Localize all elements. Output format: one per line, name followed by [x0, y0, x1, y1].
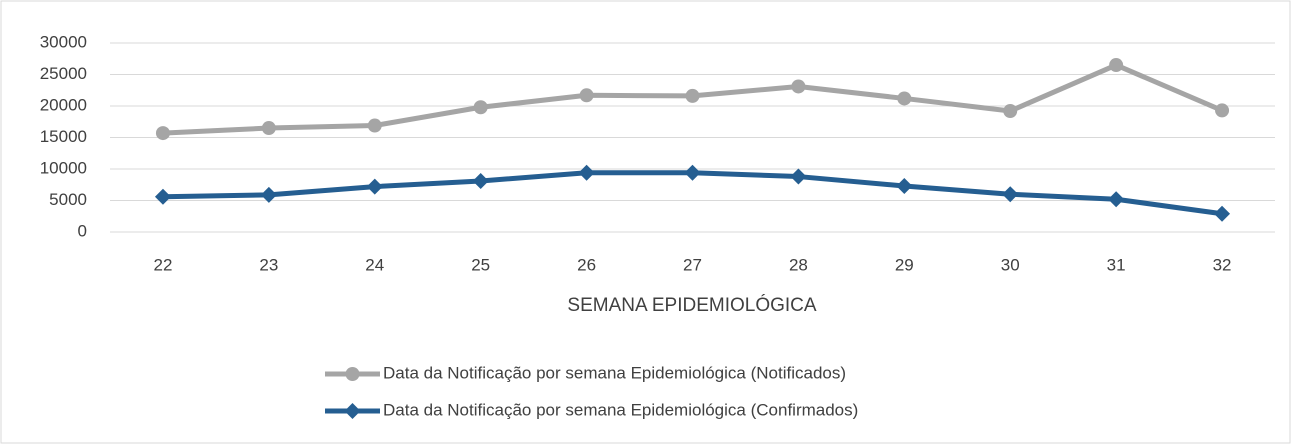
- y-tick-label: 5000: [49, 190, 87, 209]
- x-tick-label: 30: [1001, 255, 1020, 274]
- x-tick-label: 29: [895, 255, 914, 274]
- x-tick-label: 27: [683, 255, 702, 274]
- x-axis-title: SEMANA EPIDEMIOLÓGICA: [567, 294, 816, 316]
- legend-marker: [346, 367, 360, 381]
- x-tick-label: 26: [577, 255, 596, 274]
- data-point: [1215, 103, 1229, 117]
- x-tick-label: 23: [259, 255, 278, 274]
- data-point: [368, 119, 382, 133]
- data-point: [1003, 104, 1017, 118]
- legend-label: Data da Notificação por semana Epidemiol…: [383, 400, 858, 419]
- data-point: [474, 100, 488, 114]
- chart: SEMANA EPIDEMIOLÓGICA 0 5000 10000 15000 200…: [0, 0, 1292, 445]
- x-tick-label: 32: [1213, 255, 1232, 274]
- x-tick-label: 25: [471, 255, 490, 274]
- data-point: [897, 91, 911, 105]
- x-tick-label: 31: [1107, 255, 1126, 274]
- data-point: [791, 79, 805, 93]
- y-tick-label: 15000: [40, 127, 87, 146]
- data-point: [1109, 58, 1123, 72]
- data-point: [262, 121, 276, 135]
- x-tick-label: 28: [789, 255, 808, 274]
- x-tick-label: 24: [365, 255, 384, 274]
- y-tick-label: 30000: [40, 32, 87, 51]
- data-point: [156, 126, 170, 140]
- data-point: [686, 89, 700, 103]
- y-tick-label: 0: [78, 221, 87, 240]
- y-tick-label: 10000: [40, 158, 87, 177]
- y-tick-label: 20000: [40, 95, 87, 114]
- data-point: [580, 88, 594, 102]
- legend-label: Data da Notificação por semana Epidemiol…: [383, 363, 846, 382]
- y-tick-label: 25000: [40, 64, 87, 83]
- x-tick-label: 22: [153, 255, 172, 274]
